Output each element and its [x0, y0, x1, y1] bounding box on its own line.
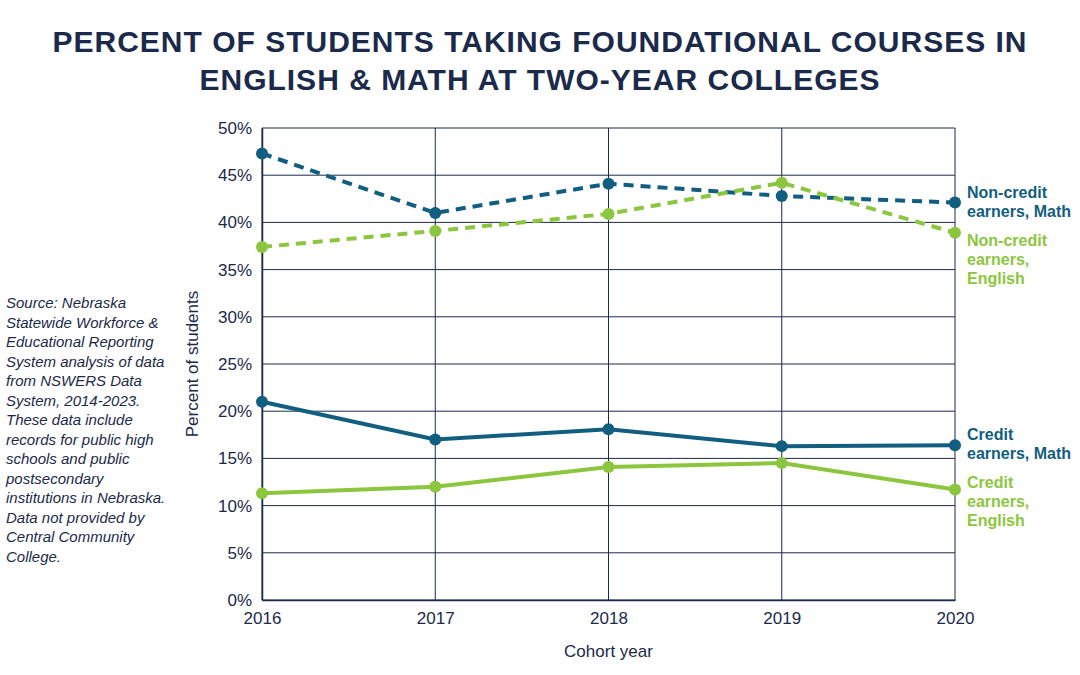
tick: 2019 — [763, 600, 801, 628]
data-point — [603, 208, 615, 220]
text-line: English — [967, 270, 1025, 287]
text-line: institutions in Nebraska. — [6, 489, 165, 506]
tick-label: 25% — [218, 355, 252, 374]
tick-label: 2019 — [763, 609, 801, 628]
tick: 45% — [218, 166, 262, 185]
tick-label: 15% — [218, 449, 252, 468]
text-line: English — [967, 512, 1025, 529]
axis-line — [263, 600, 956, 602]
tick: 5% — [227, 544, 262, 563]
tick-label: 40% — [218, 213, 252, 232]
text-line: System, 2014-2023. — [6, 392, 140, 409]
grid — [262, 128, 955, 600]
axis-line — [262, 129, 264, 601]
chart: PERCENT OF STUDENTS TAKING FOUNDATIONAL … — [0, 0, 1080, 675]
data-point — [256, 241, 268, 253]
data-point — [256, 396, 268, 408]
data-point — [603, 178, 615, 190]
grid-line — [262, 128, 263, 600]
data-point — [429, 434, 441, 446]
tick-label: 10% — [218, 497, 252, 516]
tick: 2020 — [937, 600, 975, 628]
text-line: ENGLISH & MATH AT TWO-YEAR COLLEGES — [199, 63, 880, 96]
tick-label: 20% — [218, 402, 252, 421]
data-point — [949, 439, 961, 451]
tick-label: 45% — [218, 166, 252, 185]
legend-label: Credit earners, Math — [967, 426, 1071, 462]
data-point — [603, 461, 615, 473]
tick: 50% — [218, 119, 262, 138]
text-line: from NSWERS Data — [6, 372, 142, 389]
legend-label: Non-credit earners, Math — [967, 184, 1071, 220]
data-point — [776, 457, 788, 469]
series-line — [262, 183, 955, 247]
tick-label: 2016 — [244, 609, 282, 628]
legend-label: Credit earners, English — [967, 474, 1029, 529]
text-line: earners, — [967, 251, 1029, 268]
text-line: records for public high — [6, 431, 154, 448]
text-line: Credit — [967, 474, 1014, 491]
data-point — [603, 423, 615, 435]
tick: 40% — [218, 213, 262, 232]
y-axis-title: Percent of students — [183, 291, 202, 437]
tick-label: 2018 — [590, 609, 628, 628]
data-point — [776, 440, 788, 452]
text-line: postsecondary — [5, 470, 105, 487]
title: PERCENT OF STUDENTS TAKING FOUNDATIONAL … — [52, 25, 1027, 96]
tick: 2016 — [244, 600, 282, 628]
y-axis: 0% 5% 10% 15% 20% 25% 30% 35% 40% 45% 50% — [218, 119, 263, 610]
text-line: earners, Math — [967, 445, 1071, 462]
tick: 25% — [218, 355, 262, 374]
tick: 2017 — [417, 600, 455, 628]
data-point — [429, 225, 441, 237]
data-point — [776, 190, 788, 202]
data-point — [429, 481, 441, 493]
legend-label: Non-credit earners, English — [967, 232, 1048, 287]
tick: 35% — [218, 261, 262, 280]
tick: 10% — [218, 497, 262, 516]
x-axis-title: Cohort year — [564, 642, 653, 661]
data-point — [256, 487, 268, 499]
data-point — [776, 177, 788, 189]
text-line: Non-credit — [967, 184, 1048, 201]
text-line: earners, — [967, 493, 1029, 510]
text-line: Credit — [967, 426, 1014, 443]
source-note: Source: Nebraska Statewide Workforce & Edu… — [5, 294, 165, 565]
tick: 15% — [218, 449, 262, 468]
text-line: schools and public — [6, 450, 130, 467]
text-line: Non-credit — [967, 232, 1048, 249]
tick: 2018 — [590, 600, 628, 628]
data-point — [429, 207, 441, 219]
tick-label: 50% — [218, 119, 252, 138]
plot-area — [256, 147, 961, 499]
data-point — [949, 197, 961, 209]
text-line: Statewide Workforce & — [6, 314, 159, 331]
tick: 30% — [218, 308, 262, 327]
tick: 0% — [227, 591, 262, 610]
text-line: Data not provided by — [6, 509, 146, 526]
text-line: Source: Nebraska — [6, 294, 126, 311]
tick-label: 30% — [218, 308, 252, 327]
series-line — [262, 402, 955, 446]
grid-line — [608, 128, 609, 600]
text-line: earners, Math — [967, 203, 1071, 220]
tick-label: 35% — [218, 261, 252, 280]
text-line: These data include — [6, 411, 133, 428]
text-line: System analysis of data — [6, 353, 164, 370]
x-axis: 2016 2017 2018 2019 2020 — [244, 600, 975, 628]
text-line: PERCENT OF STUDENTS TAKING FOUNDATIONAL … — [52, 25, 1027, 58]
text-line: Educational Reporting — [6, 333, 154, 350]
tick-label: 0% — [227, 591, 252, 610]
text-line: Central Community — [6, 528, 136, 545]
tick-label: 2020 — [937, 609, 975, 628]
tick-label: 2017 — [417, 609, 455, 628]
data-point — [256, 147, 268, 159]
data-point — [949, 227, 961, 239]
tick: 20% — [218, 402, 262, 421]
data-point — [949, 484, 961, 496]
text-line: College. — [6, 548, 61, 565]
tick-label: 5% — [227, 544, 252, 563]
grid-line — [435, 128, 436, 600]
